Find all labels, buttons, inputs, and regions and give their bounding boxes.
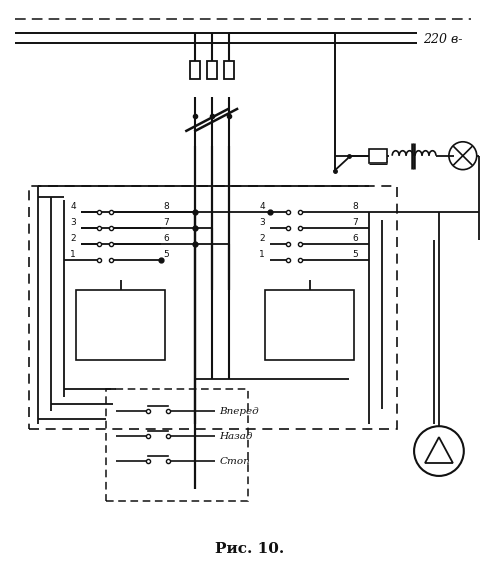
- Text: 1: 1: [259, 249, 265, 259]
- Text: 7: 7: [352, 218, 358, 227]
- Text: 6: 6: [164, 234, 170, 243]
- Text: 1: 1: [70, 249, 76, 259]
- Bar: [190, 61, 200, 79]
- Text: 3: 3: [259, 218, 265, 227]
- Bar: [265, 290, 354, 359]
- Bar: [29, 185, 397, 429]
- Text: 8: 8: [352, 202, 358, 211]
- Text: 4: 4: [259, 202, 264, 211]
- Text: 5: 5: [164, 249, 170, 259]
- Bar: [207, 61, 217, 79]
- Bar: [106, 390, 248, 501]
- Text: 2: 2: [259, 234, 264, 243]
- Text: Вперед: Вперед: [219, 407, 259, 416]
- Text: 8: 8: [164, 202, 170, 211]
- Text: Назад: Назад: [219, 431, 252, 441]
- Text: 2: 2: [70, 234, 76, 243]
- Text: Рис. 10.: Рис. 10.: [216, 541, 284, 556]
- Text: 4: 4: [70, 202, 76, 211]
- Text: Стоп: Стоп: [219, 456, 250, 466]
- Bar: [76, 290, 166, 359]
- Text: 7: 7: [164, 218, 170, 227]
- Text: 6: 6: [352, 234, 358, 243]
- Text: 5: 5: [352, 249, 358, 259]
- Bar: [370, 149, 387, 163]
- Text: 3: 3: [70, 218, 76, 227]
- Text: 220 в-: 220 в-: [423, 33, 463, 46]
- Bar: [224, 61, 234, 79]
